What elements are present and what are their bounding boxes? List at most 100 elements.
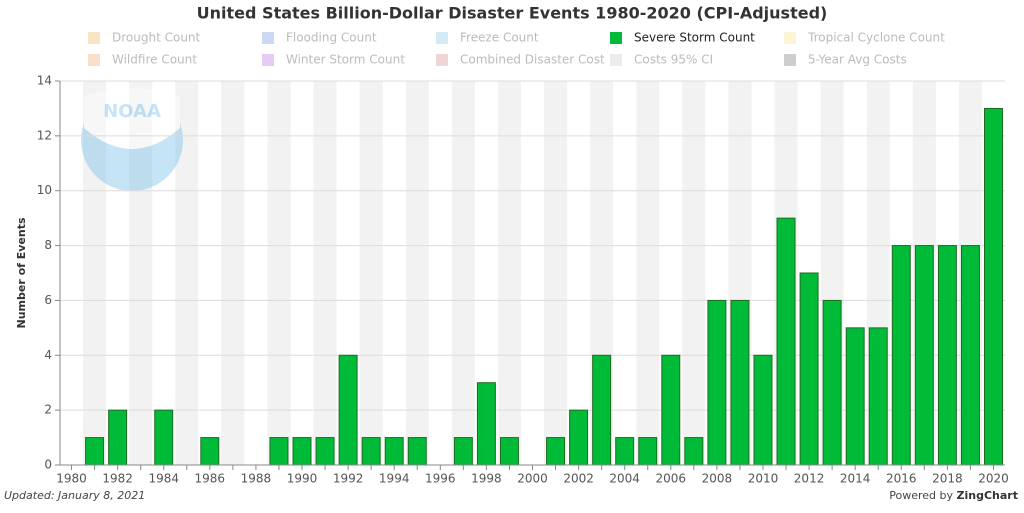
x-tick-label: 2016 [886, 472, 917, 486]
bar [845, 327, 865, 466]
y-tick-label: 4 [44, 348, 52, 362]
x-tick-label: 2008 [702, 472, 733, 486]
stripe [175, 81, 199, 465]
bar [108, 409, 128, 466]
bar [615, 437, 635, 466]
legend-label: Wildfire Count [112, 53, 197, 67]
logo-text: NOAA [103, 101, 161, 122]
legend-label: Freeze Count [460, 31, 539, 45]
logo: NOAA [81, 88, 183, 191]
bar [499, 437, 519, 466]
x-tick-label: 1990 [287, 472, 318, 486]
legend-label: Costs 95% CI [634, 53, 713, 67]
y-tick-label: 6 [44, 293, 52, 307]
x-tick-label: 2002 [563, 472, 594, 486]
x-tick-label: 1988 [241, 472, 272, 486]
bar [85, 437, 105, 466]
bar [707, 299, 727, 466]
x-tick-label: 2000 [517, 472, 548, 486]
legend-label: Combined Disaster Cost [460, 53, 605, 67]
bar [638, 437, 658, 466]
y-tick-label: 10 [37, 183, 52, 197]
x-tick-label: 2020 [978, 472, 1009, 486]
bar [868, 327, 888, 466]
bar [384, 437, 404, 466]
legend-swatch [88, 54, 100, 66]
bar [914, 245, 934, 466]
legend-swatch [262, 54, 274, 66]
bar [200, 437, 220, 466]
x-tick-label: 1982 [102, 472, 133, 486]
y-tick-label: 12 [37, 128, 52, 142]
stripe [497, 81, 521, 465]
bar [960, 245, 980, 466]
x-tick-label: 1992 [333, 472, 364, 486]
bar [592, 354, 612, 466]
bar [799, 272, 819, 466]
stripe [451, 81, 475, 465]
brand: ZingChart [957, 489, 1018, 502]
legend-swatch [784, 32, 796, 44]
legend-swatch [436, 54, 448, 66]
x-tick-label: 1998 [471, 472, 502, 486]
bar [292, 437, 312, 466]
chart-title: United States Billion-Dollar Disaster Ev… [197, 4, 828, 23]
legend-swatch [610, 54, 622, 66]
x-tick-label: 1980 [56, 472, 87, 486]
logo-wave [84, 88, 180, 149]
x-tick-label: 1994 [379, 472, 410, 486]
x-tick-label: 2006 [656, 472, 687, 486]
bar [891, 245, 911, 466]
legend-swatch [436, 32, 448, 44]
x-tick-label: 1996 [425, 472, 456, 486]
stripe [682, 81, 706, 465]
stripe [405, 81, 429, 465]
bar [983, 107, 1003, 466]
footer-updated: Updated: January 8, 2021 [4, 489, 145, 502]
stripe [313, 81, 337, 465]
legend-swatch [610, 32, 622, 44]
stripe [636, 81, 660, 465]
legend-label: 5-Year Avg Costs [808, 53, 907, 67]
bar [269, 437, 289, 466]
bar [361, 437, 381, 466]
bar [315, 437, 335, 466]
legend-label: Severe Storm Count [634, 31, 755, 45]
bar [569, 409, 589, 466]
stripe [359, 81, 383, 465]
bar [476, 382, 496, 466]
powered-by: Powered by [889, 489, 953, 502]
bar [407, 437, 427, 466]
legend-label: Winter Storm Count [286, 53, 405, 67]
x-tick-label: 2004 [609, 472, 640, 486]
bar [338, 354, 358, 466]
bar [684, 437, 704, 466]
bar [546, 437, 566, 466]
y-tick-label: 14 [37, 74, 52, 88]
y-axis-label: Number of Events [15, 217, 28, 328]
stripe [129, 81, 153, 465]
bar [453, 437, 473, 466]
y-tick-label: 2 [44, 403, 52, 417]
x-tick-label: 2012 [794, 472, 825, 486]
stripe [267, 81, 291, 465]
stripe [83, 81, 107, 465]
x-tick-label: 2018 [932, 472, 963, 486]
legend-swatch [88, 32, 100, 44]
bar [730, 299, 750, 466]
y-tick-label: 0 [44, 458, 52, 472]
bar [776, 217, 796, 466]
bar [154, 409, 174, 466]
bar [753, 354, 773, 466]
bar [937, 245, 957, 466]
footer-powered: Powered by ZingChart [889, 489, 1018, 502]
x-tick-label: 2010 [748, 472, 779, 486]
legend-swatch [262, 32, 274, 44]
plot-area: NOAA [60, 80, 1005, 466]
x-tick-label: 1984 [148, 472, 179, 486]
x-tick-label: 1986 [195, 472, 226, 486]
x-tick-label: 2014 [840, 472, 871, 486]
y-tick-label: 8 [44, 238, 52, 252]
legend-swatch [784, 54, 796, 66]
